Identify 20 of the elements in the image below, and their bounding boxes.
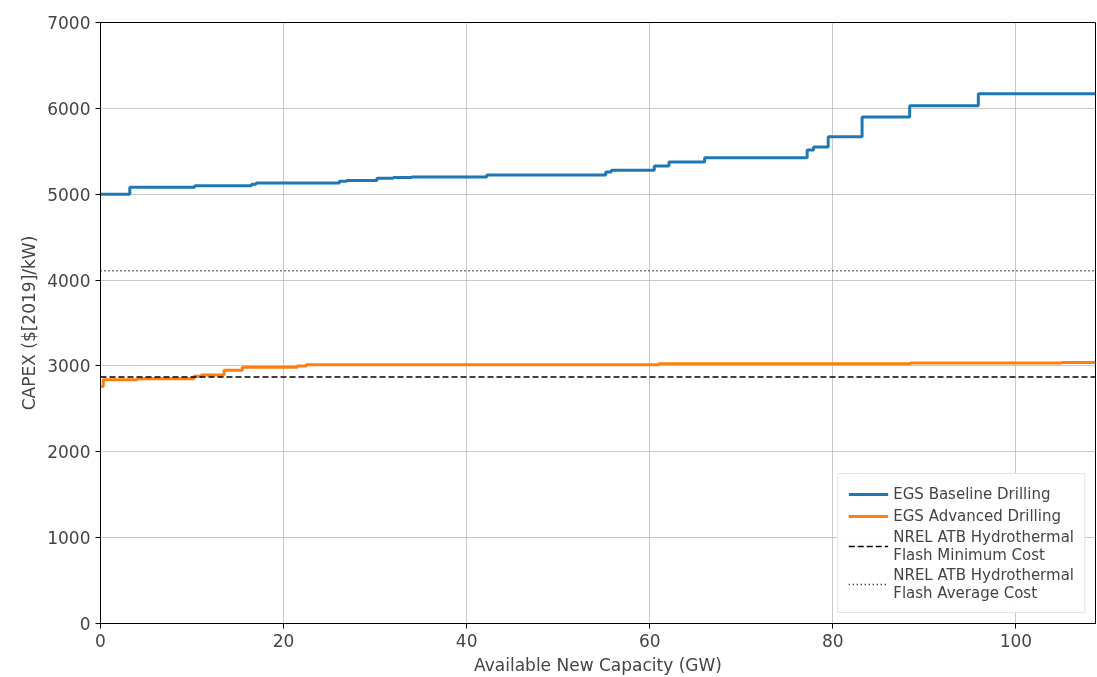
legend-label: EGS Advanced Drilling bbox=[893, 507, 1061, 525]
legend-label: NREL ATB Hydrothermal Flash Average Cost bbox=[893, 566, 1074, 602]
y-tick-label: 6000 bbox=[47, 98, 91, 119]
legend-label: NREL ATB Hydrothermal Flash Minimum Cost bbox=[893, 528, 1074, 564]
x-axis-title: Available New Capacity (GW) bbox=[474, 654, 722, 675]
x-tick-label: 100 bbox=[999, 630, 1033, 651]
x-tick-label: 60 bbox=[638, 630, 661, 651]
y-axis-title: CAPEX ($[2019]/kW) bbox=[19, 235, 40, 411]
y-tick-label: 4000 bbox=[47, 270, 91, 291]
y-tick-label: 0 bbox=[79, 614, 91, 634]
y-tick-label: 5000 bbox=[47, 184, 91, 205]
y-tick-label: 3000 bbox=[47, 356, 91, 377]
legend-label: EGS Baseline Drilling bbox=[893, 485, 1051, 503]
x-tick-label: 0 bbox=[95, 630, 106, 651]
x-tick-label: 20 bbox=[272, 630, 295, 651]
x-tick-label: 80 bbox=[821, 630, 844, 651]
y-tick-label: 2000 bbox=[47, 442, 91, 463]
x-tick-label: 40 bbox=[455, 630, 478, 651]
y-tick-label: 7000 bbox=[47, 13, 91, 33]
y-tick-label: 1000 bbox=[47, 528, 91, 549]
